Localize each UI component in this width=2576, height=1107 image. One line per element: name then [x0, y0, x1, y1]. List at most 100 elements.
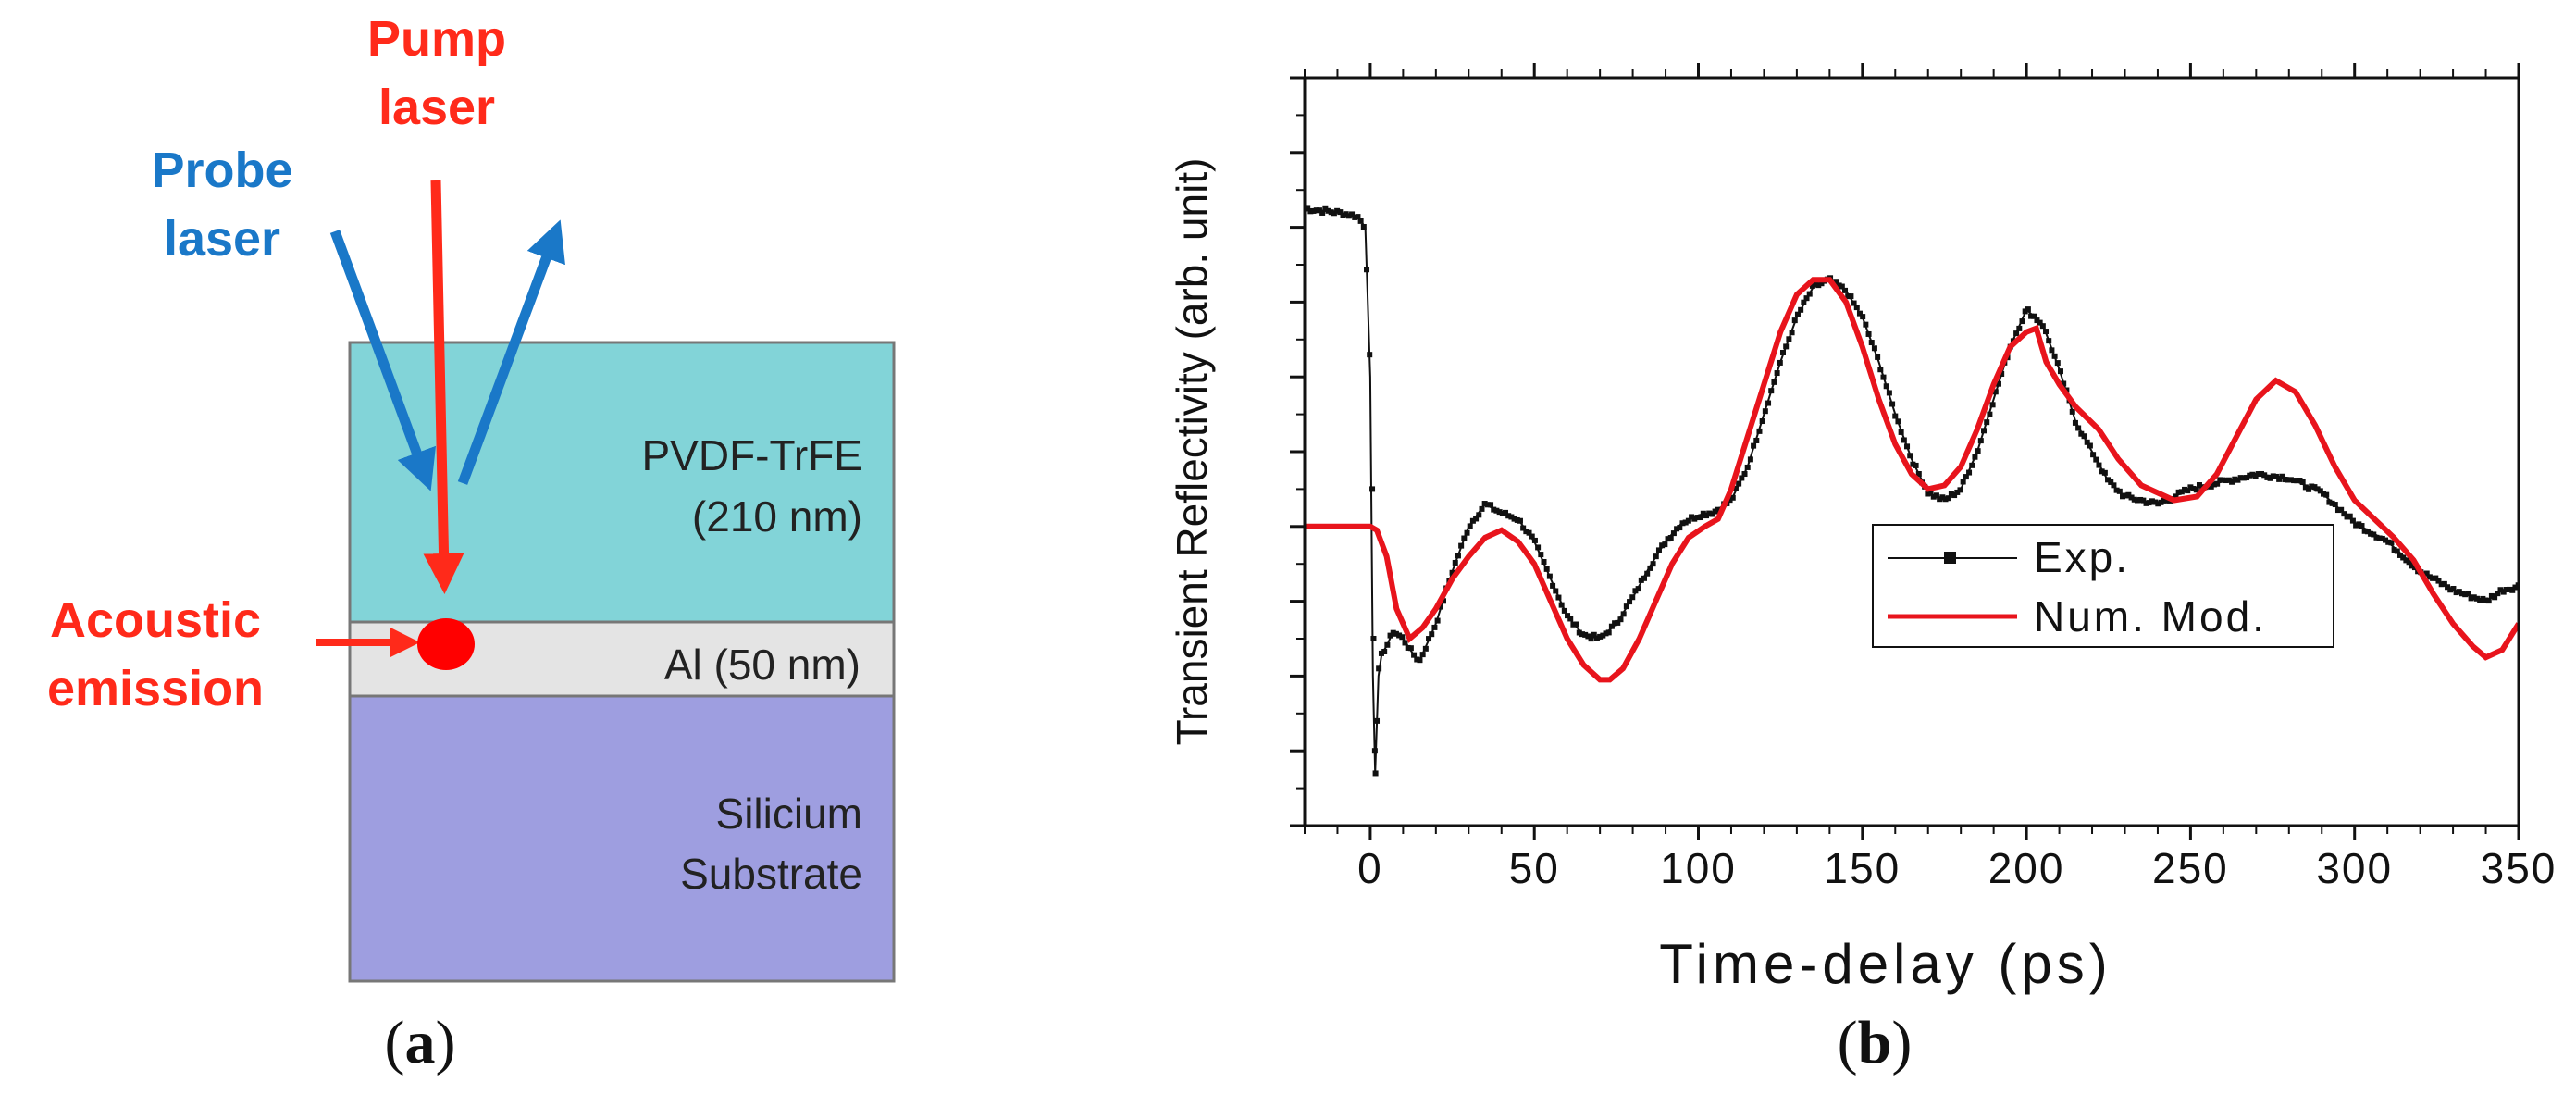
layer-al-label: Al (50 nm) [664, 641, 861, 689]
exp-data-point [1357, 218, 1364, 224]
exp-data-point [2311, 484, 2318, 491]
exp-data-point [1685, 517, 1691, 524]
exp-data-point [1565, 613, 1571, 619]
exp-data-point [1842, 287, 1849, 293]
exp-data-point [1550, 582, 1556, 589]
exp-data-point [1751, 442, 1757, 449]
exp-data-point [2028, 313, 2035, 319]
exp-data-point [1877, 367, 1884, 373]
exp-data-point [1694, 515, 1701, 521]
exp-data-point [1712, 508, 1718, 515]
exp-data-point [1431, 624, 1438, 630]
exp-data-point [1514, 516, 1520, 523]
exp-data-point [2406, 559, 2412, 566]
exp-data-point [2185, 488, 2191, 494]
exp-data-point [2087, 442, 2093, 449]
exp-data-point [1331, 210, 1337, 217]
exp-data-point [1305, 205, 1311, 212]
exp-data-point [1452, 559, 1458, 566]
exp-data-point [1411, 652, 1418, 658]
exp-data-point [1461, 535, 1468, 541]
exp-data-point [1464, 529, 1470, 536]
exp-data-point [1729, 494, 1736, 501]
exp-data-point [1709, 511, 1715, 517]
exp-data-point [2046, 338, 2052, 344]
exp-data-point [2480, 595, 2486, 602]
exp-data-point [1526, 529, 1532, 536]
exp-data-point [1352, 214, 1358, 220]
exp-data-point [2123, 492, 2129, 499]
exp-data-point [1927, 490, 1934, 496]
exp-data-point [1863, 321, 1869, 328]
exp-data-point [2306, 486, 2312, 492]
exp-data-point [1703, 513, 1710, 519]
exp-data-point [1491, 506, 1497, 513]
exp-data-point [1851, 300, 1857, 306]
exp-data-point [2081, 433, 2087, 440]
exp-data-point [2338, 506, 2345, 513]
exp-data-point [1901, 437, 1907, 443]
exp-data-point [1603, 630, 1609, 637]
exp-data-point [1576, 629, 1582, 636]
exp-data-point [1925, 491, 1931, 497]
exp-data-point [2317, 488, 2323, 494]
exp-data-point [2394, 548, 2400, 554]
exp-data-point [1600, 632, 1606, 639]
exp-data-point [2314, 486, 2321, 492]
panel-a-schematic: PVDF-TrFE (210 nm) Al (50 nm) Silicium S… [47, 11, 896, 1076]
exp-data-point [1813, 280, 1819, 287]
exp-data-point [2031, 313, 2037, 319]
exp-data-point [1868, 340, 1875, 346]
exp-data-point [1659, 542, 1666, 549]
exp-data-point [2043, 329, 2050, 335]
exp-data-point [2232, 476, 2238, 482]
exp-data-point [1650, 561, 1656, 567]
exp-data-point [1481, 501, 1488, 507]
exp-data-point [2383, 537, 2389, 543]
exp-data-point [1328, 209, 1334, 216]
exp-data-point [2279, 473, 2285, 479]
layer-pvdf-label: PVDF-TrFE [642, 431, 863, 479]
exp-data-point [2143, 500, 2149, 506]
exp-data-point [1653, 554, 1659, 560]
legend-exp-label: Exp. [2034, 533, 2130, 581]
exp-data-point [2385, 539, 2392, 545]
exp-data-point [1503, 509, 1509, 516]
exp-data-point [2116, 488, 2123, 494]
exp-data-point [1355, 214, 1361, 220]
exp-data-point [1511, 516, 1517, 522]
exp-data-point [2039, 323, 2046, 330]
exp-data-point [1779, 349, 1786, 355]
exp-data-point [1505, 513, 1512, 519]
exp-data-point [1706, 510, 1713, 516]
exp-data-point [1479, 505, 1485, 512]
exp-data-point [1337, 209, 1344, 216]
exp-data-point [1493, 507, 1500, 514]
exp-data-point [1570, 621, 1577, 628]
layer-substrate [348, 694, 896, 983]
exp-data-point [2196, 482, 2202, 489]
exp-data-point [1786, 336, 1792, 342]
exp-data-point [2495, 591, 2501, 597]
exp-data-point [1367, 352, 1373, 358]
exp-data-point [2456, 589, 2462, 595]
y-ticks [1290, 76, 1305, 827]
exp-data-point [1756, 428, 1763, 434]
caption-a: (a) [385, 1009, 456, 1076]
layer-substrate-label: Silicium [716, 790, 862, 838]
exp-data-point [2376, 535, 2383, 541]
exp-data-point [1374, 717, 1381, 724]
exp-data-point [2441, 580, 2447, 587]
exp-data-point [2359, 523, 2365, 529]
exp-data-point [1579, 631, 1585, 638]
exp-data-point [1865, 330, 1872, 337]
x-tick-label: 250 [2152, 844, 2229, 892]
exp-data-point [1469, 517, 1476, 524]
exp-data-point [1617, 616, 1624, 623]
exp-data-point [1662, 541, 1668, 548]
exp-data-point [2190, 486, 2197, 492]
exp-data-point [1399, 634, 1406, 641]
exp-data-point [1732, 485, 1739, 491]
exp-data-point [1644, 570, 1651, 577]
